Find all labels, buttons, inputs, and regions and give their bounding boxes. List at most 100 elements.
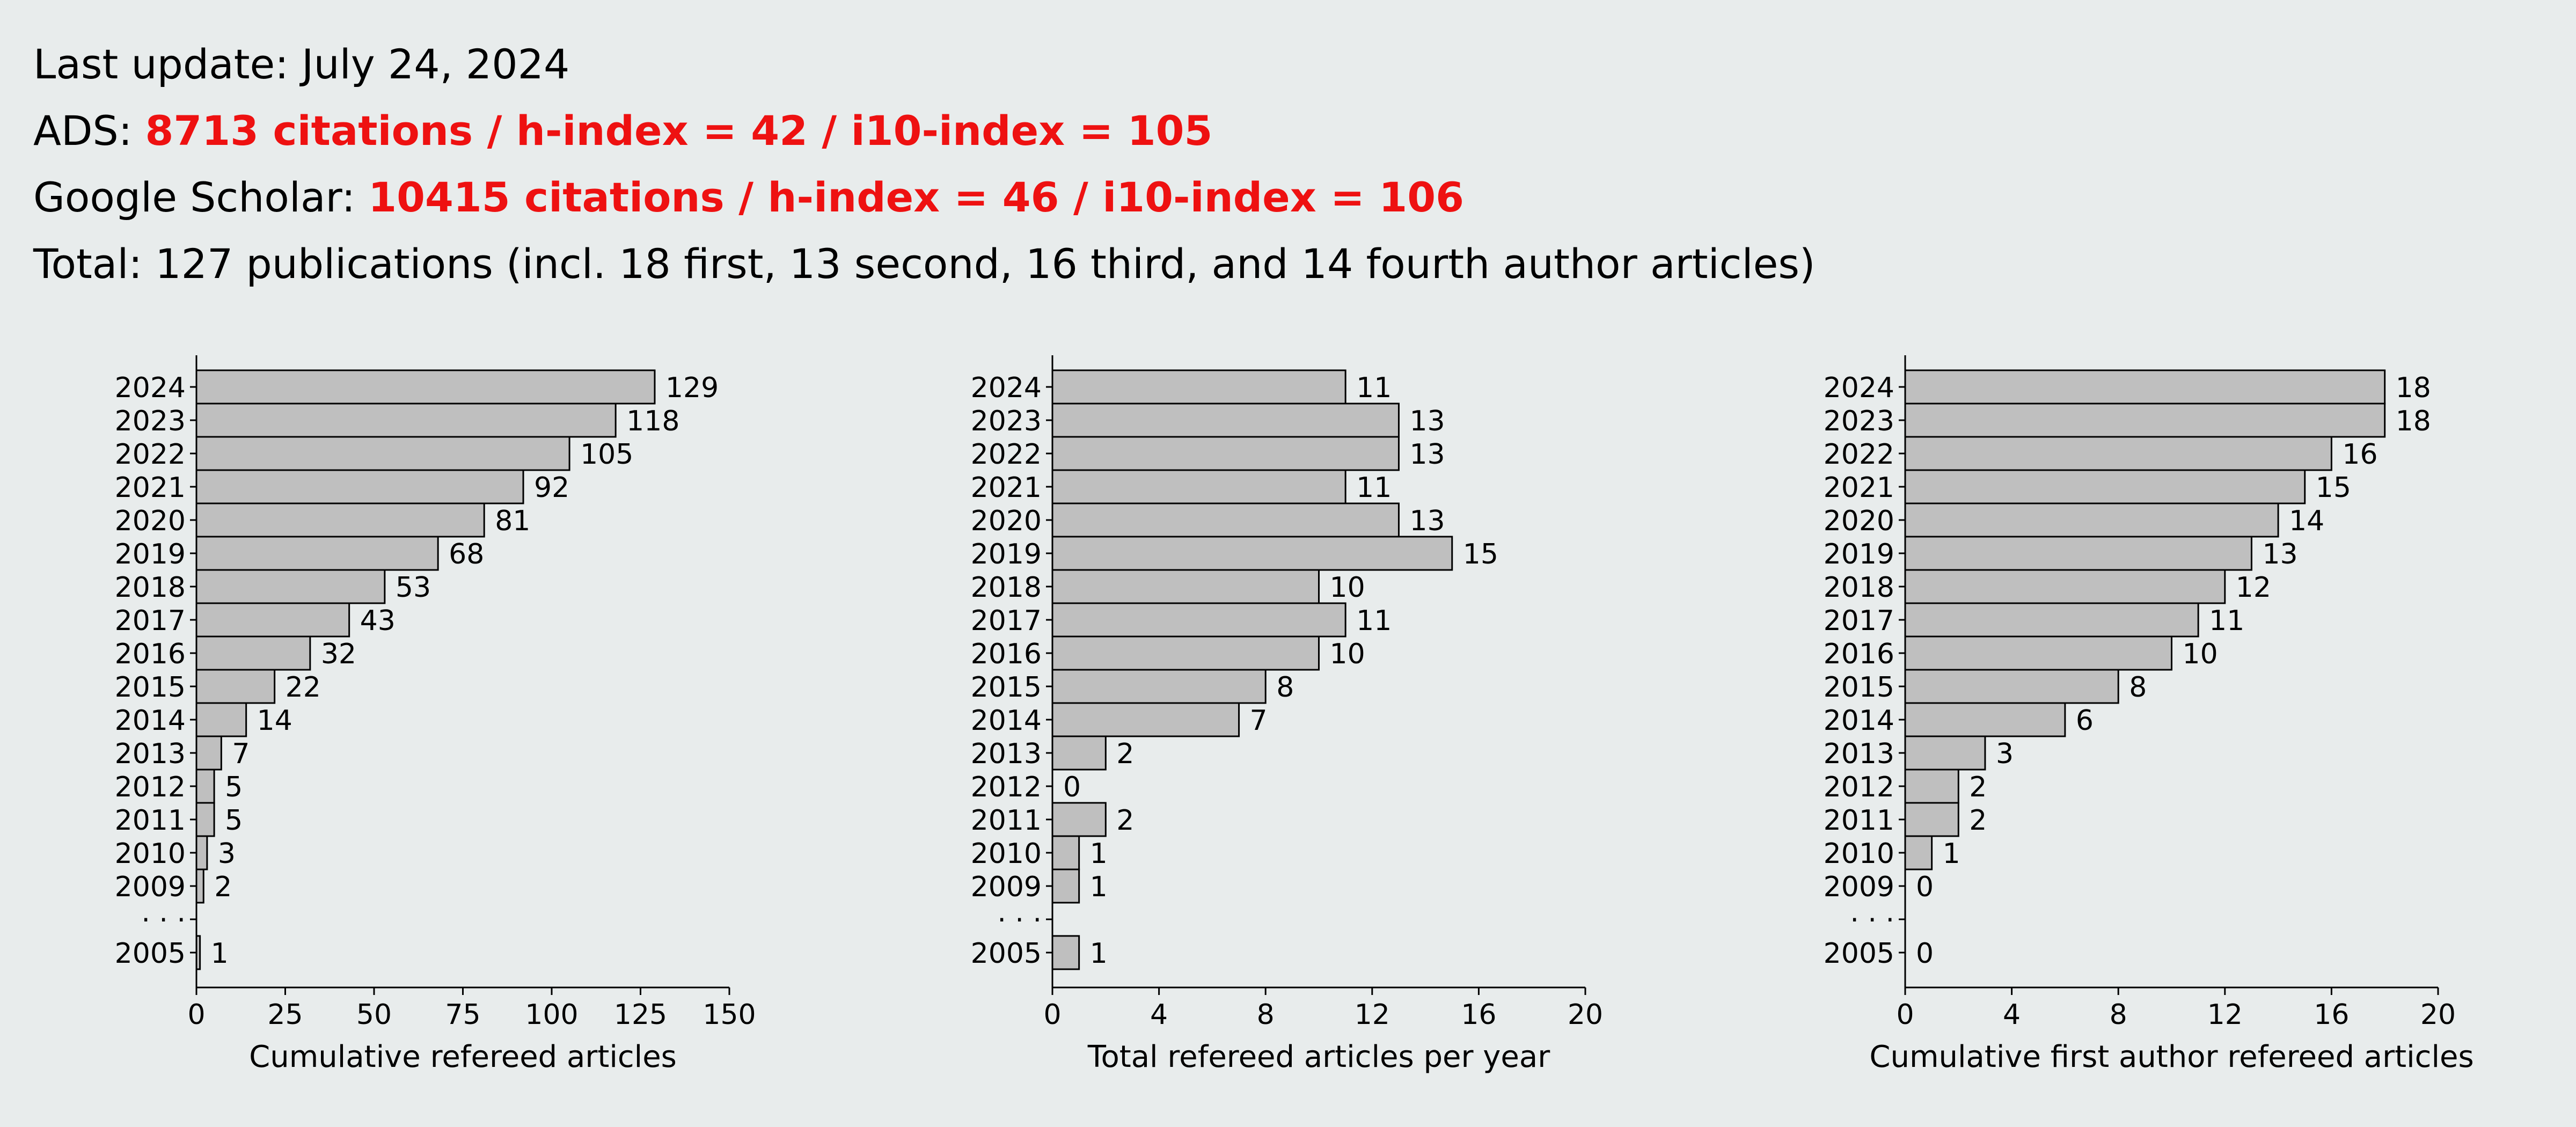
y-tick-label: 2019 xyxy=(1824,538,1894,570)
data-label: 7 xyxy=(1250,705,1268,737)
bar xyxy=(195,935,201,970)
y-tick-label: · · · xyxy=(1850,904,1894,936)
x-tick-label: 100 xyxy=(525,999,578,1031)
x-tick-label: 25 xyxy=(267,999,303,1031)
data-label: 105 xyxy=(580,438,633,471)
y-tick-label: 2010 xyxy=(971,838,1042,870)
y-tick-label: 2016 xyxy=(971,638,1042,670)
y-tick-label: 2018 xyxy=(115,572,186,604)
bar xyxy=(1904,835,1933,870)
bar xyxy=(1904,635,2172,671)
x-axis-label: Cumulative refereed articles xyxy=(249,1040,677,1074)
data-label: 13 xyxy=(2262,538,2297,570)
data-label: 2 xyxy=(214,871,232,903)
total-publications-line: Total: 127 publications (incl. 18 first,… xyxy=(33,240,1816,288)
data-label: 18 xyxy=(2396,372,2431,404)
bar xyxy=(1904,436,2332,471)
y-tick-label: 2014 xyxy=(971,705,1042,737)
x-tick-label: 75 xyxy=(445,999,480,1031)
bar xyxy=(1904,802,1959,837)
bar xyxy=(195,502,485,538)
bar xyxy=(195,868,204,904)
bar xyxy=(195,769,215,804)
y-tick-label: 2014 xyxy=(115,705,186,737)
y-tick-label: 2012 xyxy=(115,771,186,803)
bar xyxy=(195,802,215,837)
bar xyxy=(1051,469,1346,504)
stats-block: Last update: July 24, 2024 ADS: 8713 cit… xyxy=(33,31,1816,297)
data-label: 14 xyxy=(2289,505,2324,537)
data-label: 81 xyxy=(495,505,530,537)
data-label: 53 xyxy=(396,572,431,604)
y-tick-label: 2016 xyxy=(115,638,186,670)
y-tick-label: 2005 xyxy=(971,938,1042,970)
bar xyxy=(1904,469,2306,504)
bar xyxy=(1904,702,2066,737)
x-tick-label: 20 xyxy=(2420,999,2456,1031)
data-label: 1 xyxy=(1090,838,1108,870)
bar xyxy=(195,702,247,737)
y-tick-label: 2024 xyxy=(971,372,1042,404)
x-tick-label: 16 xyxy=(1461,999,1496,1031)
data-label: 0 xyxy=(1916,938,1934,970)
bar xyxy=(1051,536,1453,571)
data-label: 13 xyxy=(1409,438,1445,471)
bar xyxy=(195,635,311,671)
bar xyxy=(1051,502,1400,538)
y-tick-label: 2024 xyxy=(1824,372,1894,404)
bar xyxy=(195,735,222,771)
data-label: 129 xyxy=(665,372,719,404)
data-label: 0 xyxy=(1916,871,1934,903)
x-axis-label: Total refereed articles per year xyxy=(1087,1040,1550,1074)
y-tick-label: 2019 xyxy=(971,538,1042,570)
y-tick-label: 2005 xyxy=(115,938,186,970)
data-label: 8 xyxy=(1276,671,1294,704)
x-axis-label: Cumulative first author refereed article… xyxy=(1869,1040,2473,1074)
ads-citation-stats: 8713 citations / h-index = 42 / i10-inde… xyxy=(145,107,1213,155)
data-label: 1 xyxy=(211,938,229,970)
bar xyxy=(1051,602,1346,638)
data-label: 10 xyxy=(2183,638,2218,670)
y-tick-label: 2011 xyxy=(971,804,1042,837)
bar xyxy=(1904,369,2386,405)
y-tick-label: 2005 xyxy=(1824,938,1894,970)
y-tick-label: 2020 xyxy=(1824,505,1894,537)
x-tick-label: 0 xyxy=(1043,999,1061,1031)
y-tick-label: 2009 xyxy=(1824,871,1894,903)
bar xyxy=(195,402,617,438)
y-tick-label: 2016 xyxy=(1824,638,1894,670)
bar xyxy=(195,569,386,604)
data-label: 3 xyxy=(1996,738,2014,770)
bar xyxy=(1904,735,1986,771)
last-update-line: Last update: July 24, 2024 xyxy=(33,31,1816,98)
data-label: 22 xyxy=(286,671,321,704)
data-label: 8 xyxy=(2129,671,2147,704)
y-tick-label: 2014 xyxy=(1824,705,1894,737)
y-tick-label: 2021 xyxy=(1824,472,1894,504)
data-label: 118 xyxy=(626,405,679,437)
bar xyxy=(1051,369,1346,405)
x-tick-label: 20 xyxy=(1568,999,1603,1031)
data-label: 2 xyxy=(1969,771,1987,803)
data-label: 7 xyxy=(232,738,250,770)
last-update-label: Last update: xyxy=(33,40,289,88)
data-label: 6 xyxy=(2076,705,2094,737)
y-tick-label: 2022 xyxy=(115,438,186,471)
bar xyxy=(1904,669,2119,704)
bar xyxy=(1051,436,1400,471)
x-tick-label: 8 xyxy=(2110,999,2127,1031)
bar xyxy=(195,469,524,504)
y-tick-label: 2021 xyxy=(115,472,186,504)
y-tick-label: 2013 xyxy=(1824,738,1894,770)
data-label: 11 xyxy=(2209,605,2244,637)
y-tick-label: 2022 xyxy=(971,438,1042,471)
x-tick-label: 4 xyxy=(2003,999,2021,1031)
bar xyxy=(1051,868,1080,904)
bar xyxy=(195,436,570,471)
y-tick-label: 2009 xyxy=(115,871,186,903)
data-label: 92 xyxy=(534,472,569,504)
y-tick-label: 2015 xyxy=(115,671,186,704)
